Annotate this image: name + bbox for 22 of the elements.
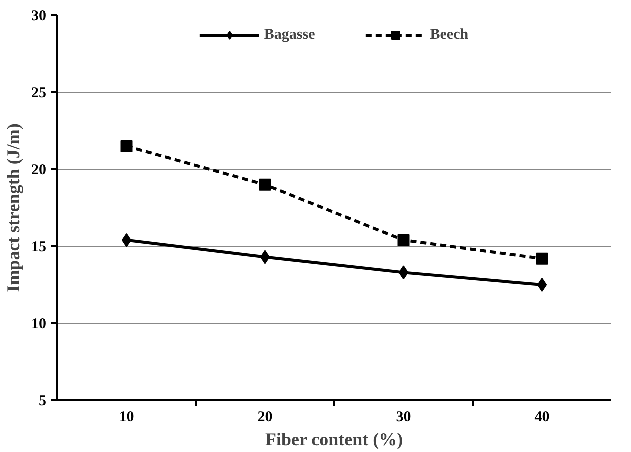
x-tick-label: 10	[119, 410, 134, 426]
x-tick-label: 30	[396, 410, 412, 426]
point	[536, 252, 548, 265]
point	[398, 234, 410, 246]
point	[122, 233, 132, 248]
legend-label: Bagasse	[264, 26, 316, 44]
y-tick-label: 10	[32, 316, 46, 332]
legend-label: Beech	[430, 26, 469, 44]
point	[398, 266, 409, 280]
x-axis-title: Fiber content (%)	[266, 430, 404, 450]
y-tick-label: 30	[32, 8, 46, 24]
point	[537, 278, 548, 292]
y-axis-title: Impact strength (J/m)	[4, 124, 24, 292]
x-tick-label: 40	[534, 410, 550, 426]
x-tick-label: 20	[258, 410, 273, 426]
y-tick-label: 15	[32, 240, 46, 256]
point	[260, 250, 270, 264]
y-tick-label: 5	[39, 394, 46, 410]
y-tick-label: 20	[32, 162, 46, 178]
y-tick-label: 25	[32, 86, 46, 102]
point	[120, 140, 133, 152]
point	[259, 178, 272, 191]
